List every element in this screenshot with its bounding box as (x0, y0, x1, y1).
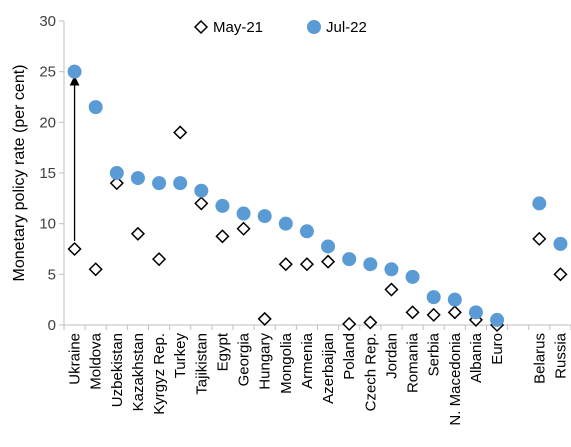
x-tick-label-egypt: Egypt (214, 332, 231, 371)
x-tick-label-kyrgyz-rep: Kyrgyz Rep. (151, 333, 168, 415)
point-may-21-mongolia (278, 257, 293, 272)
point-jul-22-ukraine (67, 64, 82, 79)
point-jul-22-tajikistan (194, 183, 209, 198)
point-may-21-tajikistan (194, 196, 209, 211)
point-may-21-kyrgyz-rep (152, 252, 167, 267)
point-jul-22-jordan (384, 262, 399, 277)
point-jul-22-albania (468, 305, 483, 320)
y-tick-label: 0 (48, 317, 56, 334)
point-jul-22-poland (342, 252, 357, 267)
point-jul-22-serbia (426, 290, 441, 305)
series-may-21 (67, 125, 568, 333)
x-axis-categories: Ukraine Moldova Uzbekistan Kazakhstan Kyrgyz… (67, 332, 570, 425)
y-tick-label: 5 (48, 266, 56, 283)
point-may-21-romania (405, 305, 420, 320)
point-jul-22-georgia (236, 206, 251, 221)
legend-label-may-21: May-21 (213, 19, 263, 36)
x-tick-label-albania: Albania (468, 332, 485, 383)
y-axis-ticks: 0 5 10 15 20 25 30 (39, 13, 64, 334)
x-tick-label-czech-rep: Czech Rep. (362, 333, 379, 411)
y-axis-label: Monetary policy rate (per cent) (11, 65, 28, 282)
legend-item-jul-22: Jul-22 (307, 19, 367, 36)
point-jul-22-moldova (88, 100, 103, 115)
point-jul-22-uzbekistan (109, 166, 124, 180)
x-tick-label-poland: Poland (341, 333, 358, 380)
point-may-21-ukraine (67, 241, 82, 257)
legend-marker-jul-22 (307, 20, 321, 34)
point-jul-22-mongolia (278, 216, 293, 231)
x-tick-label-moldova: Moldova (88, 332, 105, 389)
legend-marker-may-21 (193, 19, 209, 35)
point-jul-22-azerbaijan (321, 239, 336, 254)
x-tick-label-russia: Russia (552, 332, 569, 379)
point-may-21-uzbekistan (109, 176, 124, 191)
point-may-21-belarus (532, 231, 547, 246)
x-tick-label-serbia: Serbia (426, 332, 443, 376)
x-tick-label-armenia: Armenia (299, 332, 316, 389)
x-tick-label-hungary: Hungary (257, 333, 274, 390)
point-jul-22-romania (405, 269, 420, 284)
point-may-21-serbia (426, 307, 441, 322)
x-tick-label-belarus: Belarus (531, 333, 548, 384)
point-jul-22-kazakhstan (130, 171, 145, 186)
x-tick-label-turkey: Turkey (172, 333, 189, 379)
y-tick-label: 30 (39, 13, 56, 30)
x-tick-label-jordan: Jordan (383, 333, 400, 379)
point-may-21-czech-rep (363, 315, 378, 330)
point-may-21-turkey (173, 125, 188, 140)
legend-item-may-21: May-21 (193, 19, 263, 36)
point-may-21-kazakhstan (130, 226, 145, 241)
point-may-21-azerbaijan (321, 254, 336, 269)
x-tick-label-romania: Romania (405, 332, 422, 393)
point-jul-22-euro (490, 312, 505, 327)
x-tick-label-n-macedonia: N. Macedonia (447, 332, 464, 425)
point-jul-22-russia (553, 236, 568, 251)
legend: May-21 Jul-22 (193, 19, 367, 36)
point-may-21-poland (342, 316, 357, 332)
point-jul-22-n-macedonia (447, 292, 462, 307)
y-tick-label: 25 (39, 64, 56, 81)
x-tick-label-uzbekistan: Uzbekistan (109, 333, 126, 407)
y-tick-label: 15 (39, 165, 56, 182)
x-tick-label-ukraine: Ukraine (67, 333, 84, 385)
point-jul-22-egypt (215, 198, 230, 213)
legend-label-jul-22: Jul-22 (326, 19, 367, 36)
x-tick-label-azerbaijan: Azerbaijan (320, 333, 337, 404)
x-tick-label-georgia: Georgia (236, 332, 253, 386)
point-may-21-georgia (236, 221, 251, 236)
x-tick-label-kazakhstan: Kazakhstan (130, 333, 147, 411)
point-jul-22-czech-rep (363, 257, 378, 272)
point-jul-22-hungary (257, 209, 272, 224)
point-may-21-armenia (299, 257, 314, 272)
point-may-21-egypt (215, 229, 230, 244)
y-tick-label: 20 (39, 114, 56, 131)
point-jul-22-turkey (173, 176, 188, 191)
point-may-21-russia (553, 267, 568, 282)
point-may-21-n-macedonia (447, 305, 462, 320)
x-tick-label-euro: Euro (489, 333, 506, 365)
point-jul-22-armenia (299, 224, 314, 239)
y-tick-label: 10 (39, 216, 56, 233)
point-may-21-jordan (384, 282, 399, 297)
point-may-21-hungary (257, 311, 272, 326)
series-jul-22 (67, 64, 568, 327)
point-jul-22-belarus (532, 196, 547, 211)
x-tick-label-mongolia: Mongolia (278, 332, 295, 394)
point-may-21-moldova (88, 262, 103, 277)
point-jul-22-kyrgyz-rep (152, 176, 167, 191)
x-tick-label-tajikistan: Tajikistan (193, 333, 210, 395)
